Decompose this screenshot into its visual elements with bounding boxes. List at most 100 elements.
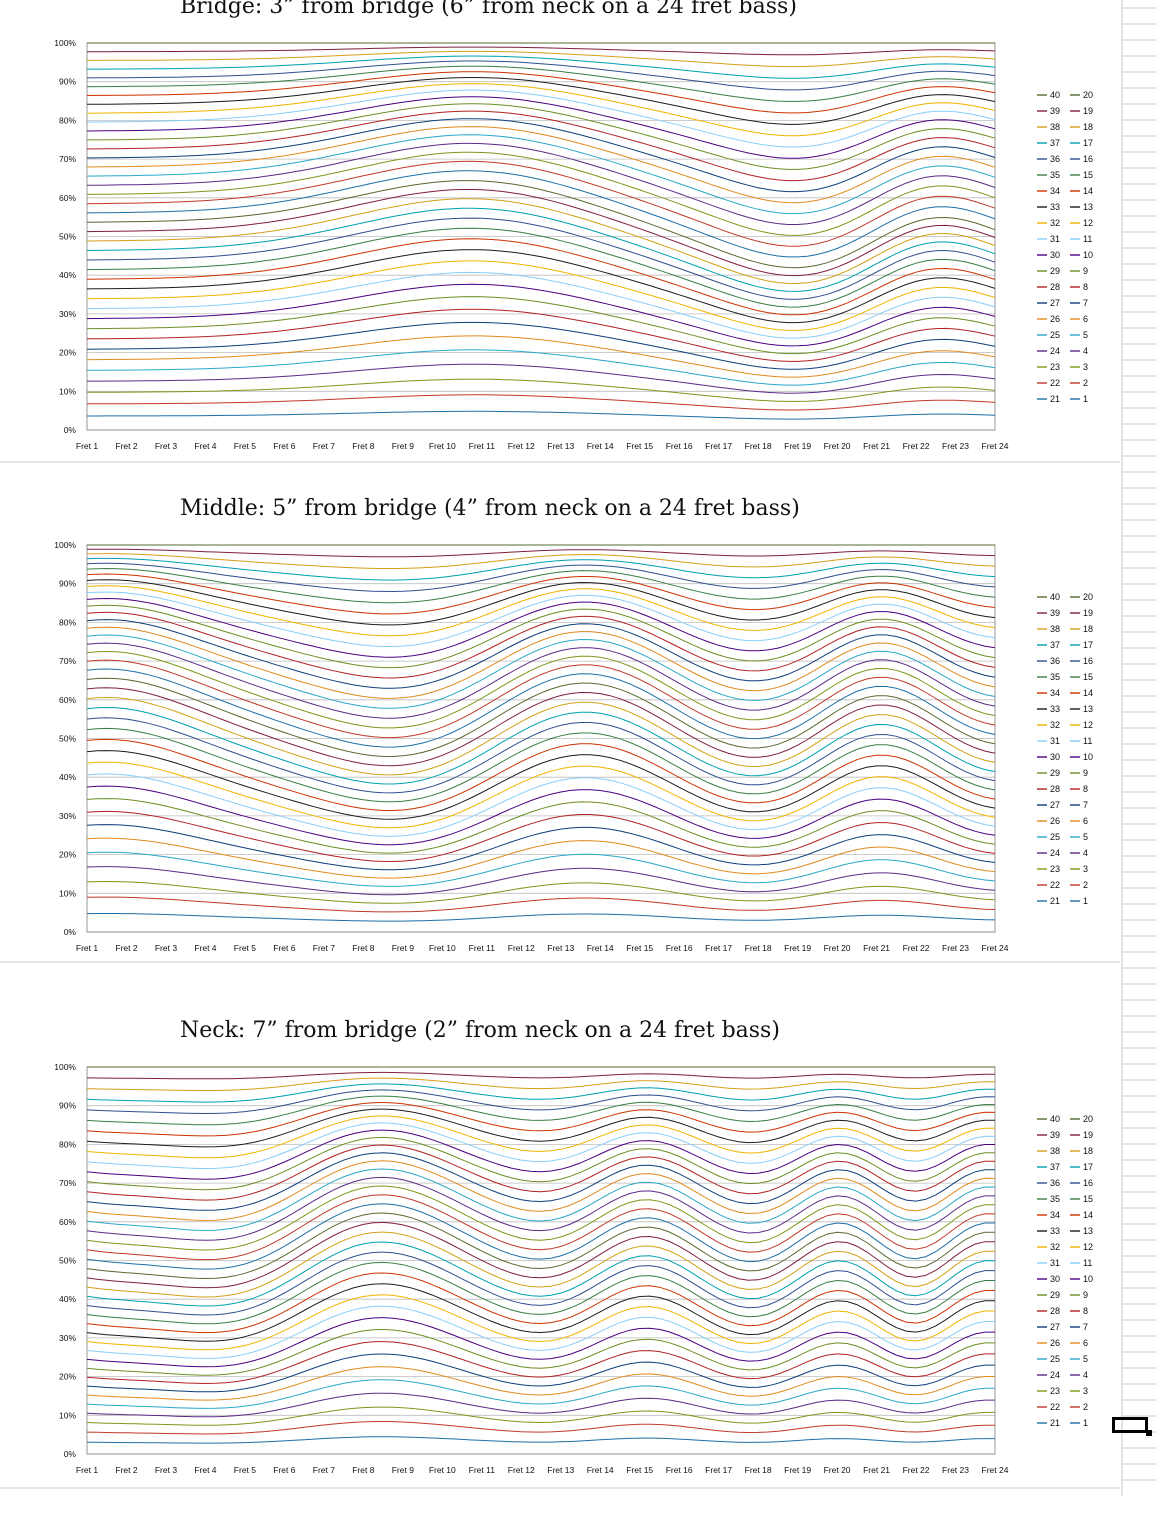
legend-label: 37	[1050, 138, 1060, 148]
legend-label: 35	[1050, 1194, 1060, 1204]
series-line-2	[86, 896, 996, 913]
x-tick-label: Fret 7	[313, 943, 335, 953]
fill-handle[interactable]	[1146, 1430, 1152, 1436]
legend-label: 7	[1083, 1322, 1088, 1332]
legend-label: 15	[1083, 170, 1093, 180]
series-line-10	[86, 785, 996, 846]
series-line-22	[86, 659, 996, 739]
x-tick-label: Fret 10	[429, 1465, 456, 1475]
x-tick-label: Fret 21	[863, 441, 890, 451]
legend-label: 12	[1083, 1242, 1093, 1252]
legend-label: 19	[1083, 106, 1093, 116]
chart-bridge[interactable]: 0% 10% 20% 30% 40% 50% 60% 70% 80% 90% 100% Fret 1 F…	[0, 30, 1156, 500]
x-tick-label: Fret 6	[273, 1465, 295, 1475]
series-line-35	[86, 1095, 996, 1126]
series-line-7	[86, 1353, 995, 1393]
legend-label: 16	[1083, 656, 1093, 666]
series-line-14	[86, 238, 996, 316]
legend-label: 37	[1050, 1162, 1060, 1172]
legend-label: 11	[1083, 736, 1092, 746]
x-tick-label: Fret 16	[666, 943, 693, 953]
legend-label: 32	[1050, 1242, 1060, 1252]
series-line-36	[86, 1089, 996, 1115]
legend-label: 19	[1083, 608, 1093, 618]
legend-label: 14	[1083, 186, 1093, 196]
x-tick-label: Fret 3	[155, 441, 177, 451]
y-tick-label: 20%	[59, 850, 76, 860]
series-line-8	[86, 1341, 995, 1385]
x-tick-label: Fret 8	[352, 441, 374, 451]
series-line-36	[86, 60, 996, 91]
series-line-7	[86, 321, 996, 370]
series-line-3	[87, 378, 996, 402]
legend-label: 25	[1050, 1354, 1060, 1364]
series-line-33	[86, 1108, 996, 1148]
chart-middle[interactable]: 0% 10% 20% 30% 40% 50% 60% 70% 80% 90% 100% Fret 1 F…	[0, 532, 1156, 1002]
x-tick-label: Fret 11	[469, 1465, 496, 1475]
legend-label: 39	[1050, 106, 1060, 116]
legend-label: 33	[1050, 1226, 1060, 1236]
chart-neck[interactable]: 0% 10% 20% 30% 40% 50% 60% 70% 80% 90% 100% Fret 1 F…	[0, 1054, 1156, 1524]
x-tick-label: Fret 11	[469, 943, 496, 953]
series-line-18	[86, 1231, 995, 1298]
legend-label: 1	[1083, 394, 1088, 404]
x-tick-label: Fret 10	[429, 441, 456, 451]
legend-label: 2	[1083, 378, 1088, 388]
x-tick-label: Fret 17	[705, 1465, 732, 1475]
legend-label: 4	[1083, 848, 1088, 858]
legend-label: 29	[1050, 768, 1060, 778]
legend-label: 33	[1050, 704, 1060, 714]
legend-label: 35	[1050, 672, 1060, 682]
legend-label: 26	[1050, 314, 1060, 324]
series-line-11	[86, 271, 996, 339]
x-tick-label: Fret 9	[392, 441, 414, 451]
legend-label: 23	[1050, 1386, 1060, 1396]
legend-label: 28	[1050, 1306, 1060, 1316]
legend-label: 13	[1083, 202, 1093, 212]
series-line-8	[87, 308, 996, 362]
series-line-20	[86, 1212, 995, 1280]
y-tick-label: 40%	[59, 1294, 76, 1304]
cell-selection-cursor[interactable]	[1112, 1417, 1148, 1433]
legend-label: 14	[1083, 1210, 1093, 1220]
x-tick-label: Fret 1	[76, 441, 98, 451]
y-tick-label: 40%	[59, 772, 76, 782]
legend-label: 28	[1050, 784, 1060, 794]
series-line-23	[86, 650, 996, 729]
legend-label: 22	[1050, 378, 1060, 388]
x-tick-label: Fret 8	[352, 943, 374, 953]
legend-label: 16	[1083, 1178, 1093, 1188]
legend-label: 12	[1083, 720, 1093, 730]
series-line-24	[86, 642, 996, 719]
y-tick-label: 30%	[59, 811, 76, 821]
chart-title-middle: Middle: 5” from bridge (4” from neck on …	[180, 496, 800, 521]
legend-label: 33	[1050, 202, 1060, 212]
legend-label: 24	[1050, 346, 1060, 356]
x-tick-label: Fret 11	[469, 441, 496, 451]
legend-label: 20	[1083, 90, 1093, 100]
series-line-13	[86, 249, 996, 324]
legend-label: 1	[1083, 1418, 1088, 1428]
series-line-8	[86, 810, 996, 863]
series-line-12	[86, 1294, 995, 1351]
legend-label: 23	[1050, 864, 1060, 874]
series-line-17	[86, 1241, 995, 1307]
y-tick-label: 90%	[59, 77, 76, 87]
series-line-27	[86, 118, 996, 193]
x-tick-label: Fret 24	[982, 441, 1009, 451]
legend-label: 5	[1083, 330, 1088, 340]
series-line-34	[86, 71, 996, 114]
series-line-10	[86, 1317, 995, 1368]
legend-label: 13	[1083, 1226, 1093, 1236]
x-tick-label: Fret 19	[784, 943, 811, 953]
legend-label: 10	[1083, 752, 1093, 762]
series-line-32	[86, 83, 996, 137]
series-line-19	[86, 1221, 995, 1289]
x-tick-label: Fret 3	[155, 1465, 177, 1475]
x-tick-label: Fret 9	[392, 1465, 414, 1475]
y-tick-label: 100%	[54, 1062, 76, 1072]
series-line-13	[86, 1283, 995, 1342]
legend-label: 39	[1050, 1130, 1060, 1140]
legend-label: 15	[1083, 1194, 1093, 1204]
legend-label: 13	[1083, 704, 1093, 714]
